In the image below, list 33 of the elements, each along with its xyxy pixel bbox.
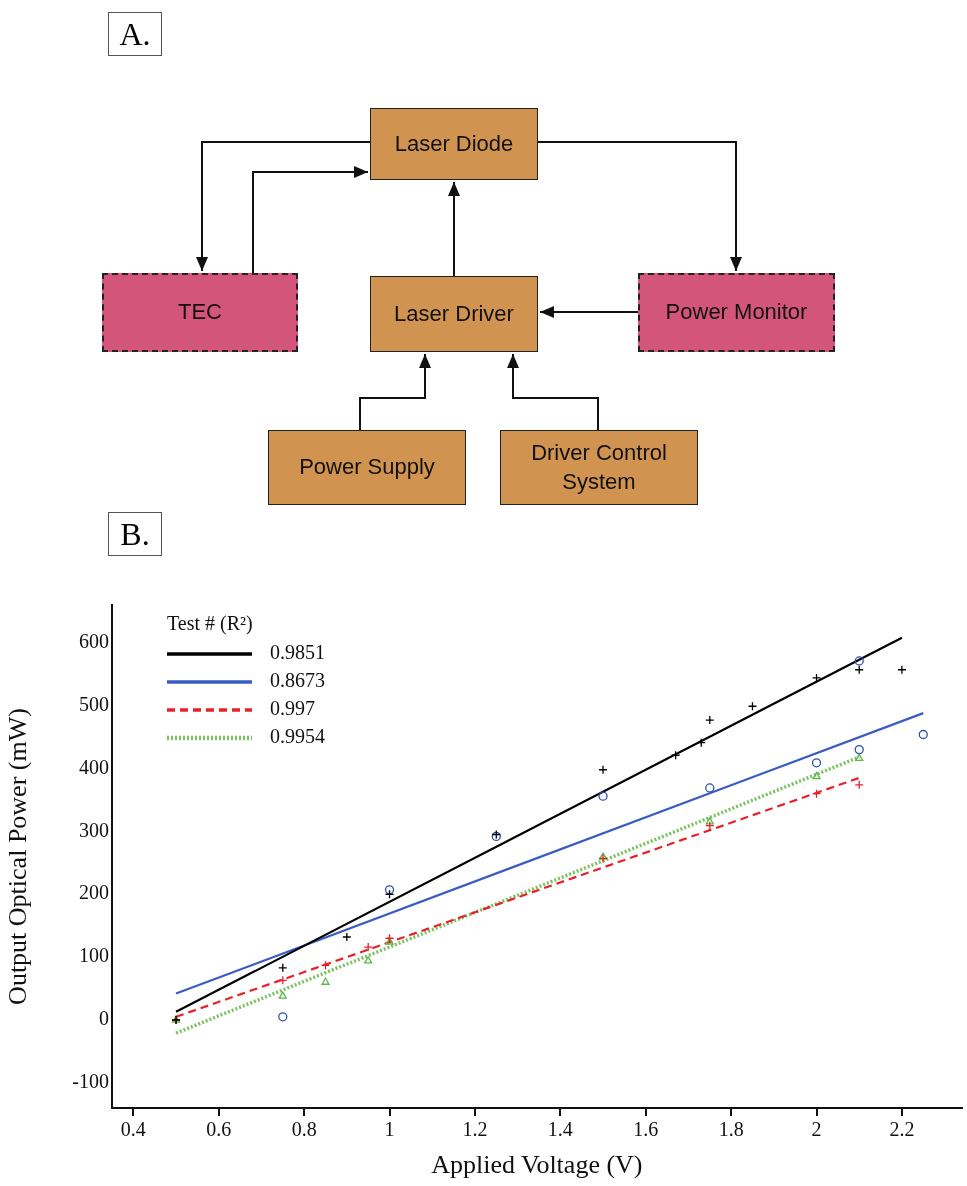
y-tick-label: 200 [79, 881, 109, 904]
y-tick-label: 300 [79, 818, 109, 841]
y-tick-label: 400 [79, 755, 109, 778]
x-tick-label: 1.6 [633, 1118, 659, 1141]
legend-label: 0.9954 [270, 725, 325, 748]
legend-label: 0.8673 [270, 669, 325, 692]
x-tick-label: 1.4 [547, 1118, 573, 1141]
x-tick-label: 0.4 [120, 1118, 146, 1141]
text: Power Monitor [638, 273, 835, 352]
y-tick-label: 0 [99, 1007, 109, 1030]
legend-label: 0.9851 [270, 641, 325, 664]
x-tick-label: 0.6 [206, 1118, 232, 1141]
y-axis-title: Output Optical Power (mW) [3, 708, 33, 1005]
legend-label: 0.997 [270, 697, 315, 720]
x-tick-label: 2.2 [889, 1118, 915, 1141]
text: Power Supply [268, 430, 466, 505]
x-tick-label: 1 [384, 1118, 395, 1141]
y-tick-label: 600 [79, 629, 109, 652]
text: Driver Control System [500, 430, 698, 505]
chart-title: B. [108, 512, 162, 556]
x-tick-label: 1.2 [462, 1118, 488, 1141]
text: Laser Diode [370, 108, 538, 180]
text: Laser Driver [370, 276, 538, 352]
text: TEC [102, 273, 298, 352]
x-tick-label: 1.8 [718, 1118, 744, 1141]
text: A. [108, 12, 162, 56]
y-tick-label: 100 [79, 944, 109, 967]
legend-title: Test # (R²) [167, 612, 253, 636]
x-axis-title: Applied Voltage (V) [431, 1150, 643, 1180]
x-tick-label: 0.8 [291, 1118, 317, 1141]
y-tick-label: -100 [72, 1070, 109, 1093]
x-tick-label: 2 [811, 1118, 822, 1141]
y-tick-label: 500 [79, 692, 109, 715]
